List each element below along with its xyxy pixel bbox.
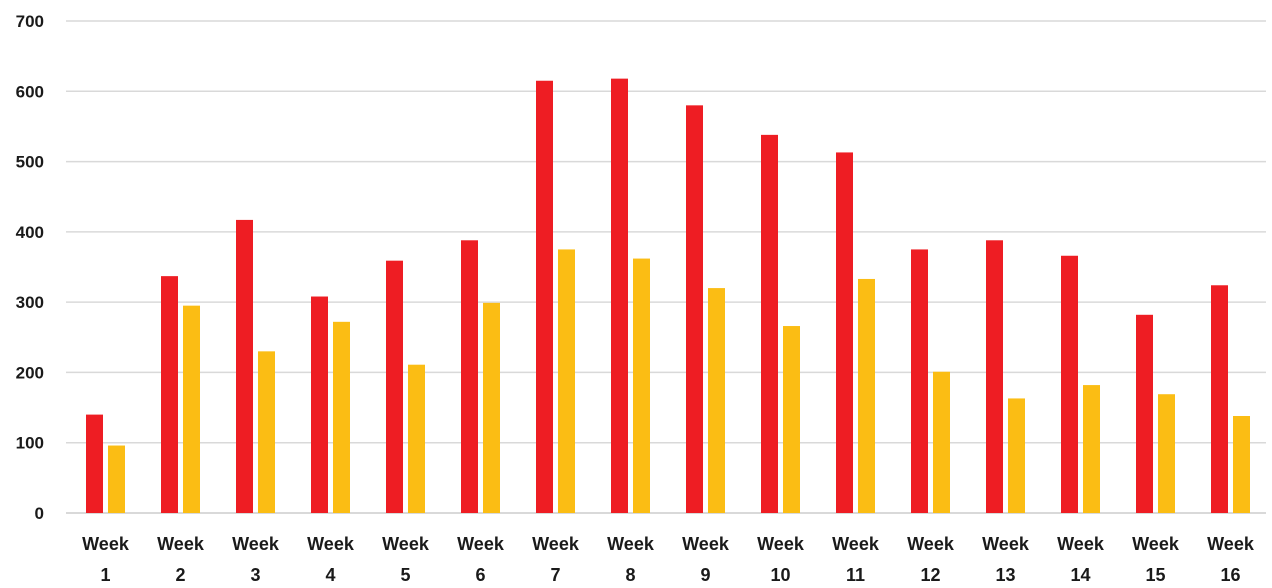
x-tick-label-word-10: Week (757, 534, 805, 554)
x-tick-label-word-4: Week (307, 534, 355, 554)
bar-series1-week-5 (386, 260, 403, 513)
x-tick-label-number-15: 15 (1145, 565, 1165, 585)
bar-series1-week-16 (1211, 285, 1228, 513)
x-tick-label-number-2: 2 (175, 565, 185, 585)
x-tick-label-number-9: 9 (700, 565, 710, 585)
bar-series1-week-15 (1136, 314, 1153, 513)
x-tick-label-number-1: 1 (100, 565, 110, 585)
x-tick-label-word-8: Week (607, 534, 655, 554)
x-tick-label-word-6: Week (457, 534, 505, 554)
bar-series2-week-2 (183, 305, 200, 513)
y-tick-label-0: 0 (35, 504, 44, 523)
x-tick-label-number-8: 8 (625, 565, 635, 585)
bar-series2-week-10 (783, 326, 800, 513)
x-tick-label-number-11: 11 (846, 565, 865, 585)
x-axis-labels: Week 1 Week 2 Week 3 Week 4 Week 5 Week 6 Week 7 Week 8… (82, 534, 1255, 585)
bar-series1-week-8 (611, 78, 628, 514)
y-tick-label-300: 300 (16, 293, 44, 312)
x-tick-label-number-7: 7 (550, 565, 560, 585)
bar-series2-week-12 (933, 371, 950, 513)
y-tick-label-400: 400 (16, 223, 44, 242)
y-axis-ticks: 0 100 200 300 400 500 600 700 (16, 12, 44, 523)
bar-series2-week-4 (333, 321, 350, 513)
y-tick-label-200: 200 (16, 363, 44, 382)
y-tick-label-100: 100 (16, 434, 44, 453)
x-tick-label-word-7: Week (532, 534, 580, 554)
x-tick-label-number-14: 14 (1070, 565, 1090, 585)
x-tick-label-word-12: Week (907, 534, 955, 554)
x-tick-label-word-11: Week (832, 534, 880, 554)
x-tick-label-number-4: 4 (325, 565, 335, 585)
bar-series2-week-11 (858, 278, 875, 513)
bar-series1-week-11 (836, 152, 853, 514)
x-tick-label-number-5: 5 (400, 565, 410, 585)
x-tick-label-word-2: Week (157, 534, 205, 554)
bar-series2-week-16 (1233, 416, 1250, 513)
x-tick-label-number-10: 10 (770, 565, 790, 585)
x-tick-label-word-9: Week (682, 534, 730, 554)
x-tick-label-number-16: 16 (1220, 565, 1240, 585)
bar-series1-week-10 (761, 134, 778, 513)
x-tick-label-word-16: Week (1207, 534, 1255, 554)
bar-series2-week-9 (708, 288, 725, 513)
x-tick-label-number-13: 13 (995, 565, 1015, 585)
x-tick-label-word-13: Week (982, 534, 1030, 554)
x-tick-label-word-1: Week (82, 534, 130, 554)
bar-series2-week-6 (483, 302, 500, 513)
x-tick-label-word-5: Week (382, 534, 430, 554)
bar-series2-week-13 (1008, 398, 1025, 513)
bar-series1-week-4 (311, 296, 328, 513)
bar-series2-week-5 (408, 364, 425, 513)
bar-series1-week-12 (911, 249, 928, 513)
bar-series1-week-9 (686, 105, 703, 513)
x-tick-label-word-14: Week (1057, 534, 1105, 554)
x-tick-label-number-12: 12 (920, 565, 940, 585)
bars (86, 78, 1250, 514)
bar-series2-week-3 (258, 351, 275, 513)
y-tick-label-700: 700 (16, 12, 44, 31)
bar-series1-week-13 (986, 240, 1003, 513)
x-tick-label-number-6: 6 (475, 565, 485, 585)
x-tick-label-word-15: Week (1132, 534, 1180, 554)
bar-series2-week-7 (558, 249, 575, 513)
bar-series1-week-2 (161, 276, 178, 513)
x-tick-label-number-3: 3 (250, 565, 260, 585)
bar-series1-week-7 (536, 80, 553, 513)
bar-series1-week-3 (236, 219, 253, 513)
bar-series2-week-8 (633, 258, 650, 513)
x-tick-label-word-3: Week (232, 534, 280, 554)
bar-series1-week-14 (1061, 255, 1078, 514)
bar-series2-week-14 (1083, 385, 1100, 513)
y-tick-label-500: 500 (16, 153, 44, 172)
bar-series2-week-1 (108, 445, 125, 513)
bar-series1-week-1 (86, 414, 103, 513)
y-tick-label-600: 600 (16, 82, 44, 101)
bar-series2-week-15 (1158, 394, 1175, 513)
bar-series1-week-6 (461, 240, 478, 513)
